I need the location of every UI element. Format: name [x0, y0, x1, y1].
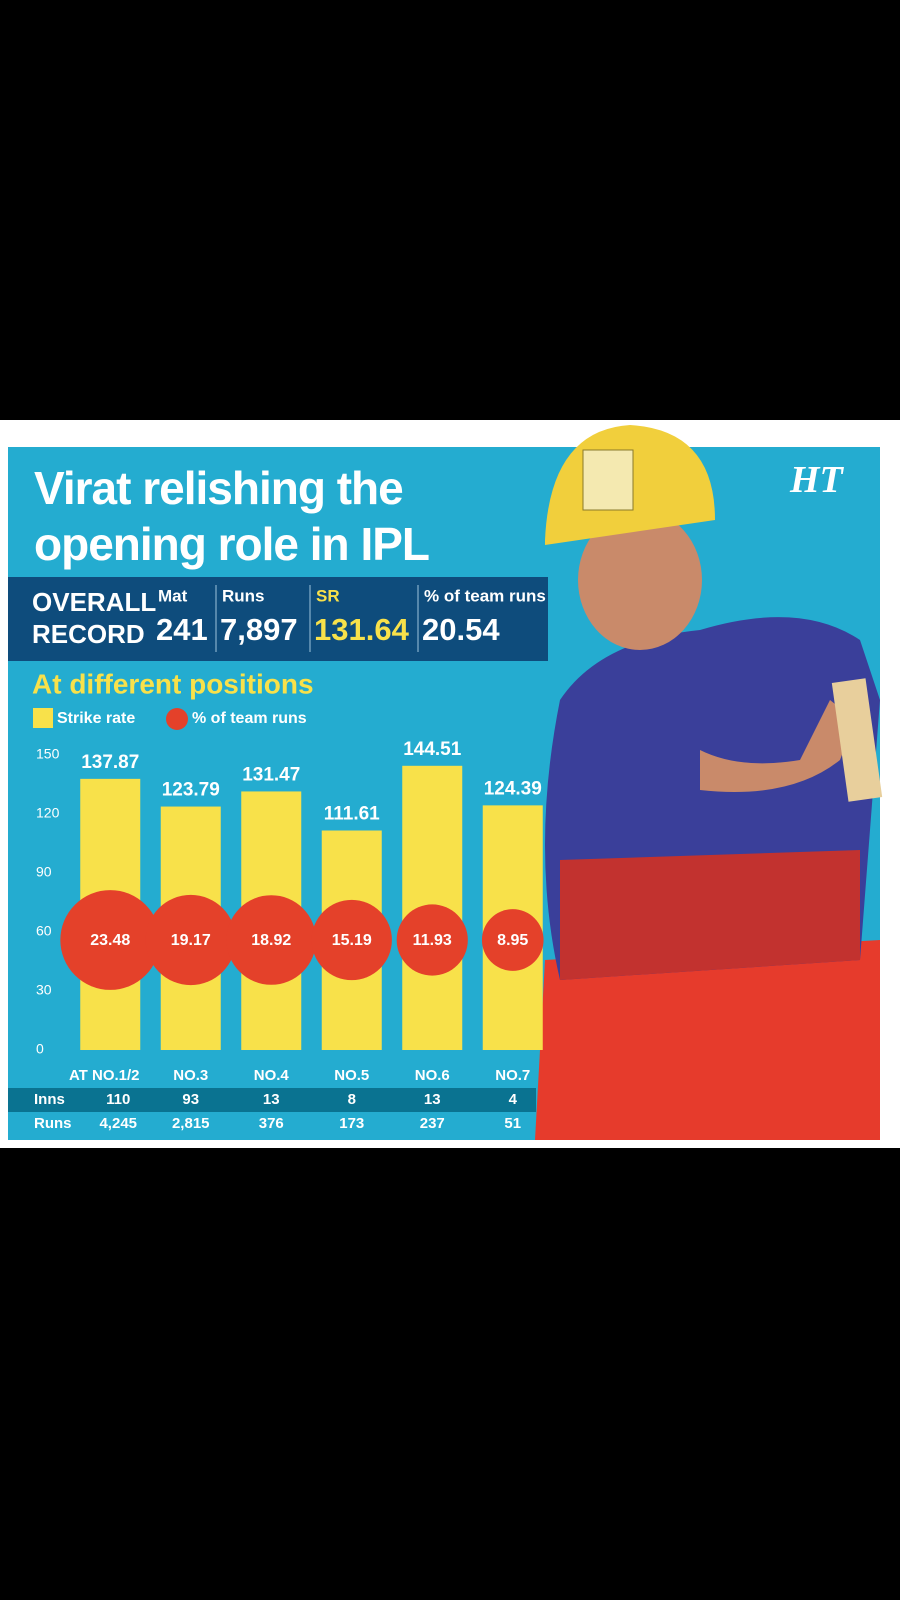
bubble — [60, 890, 161, 990]
logo: HT — [790, 459, 843, 501]
bar-label: 144.51 — [403, 739, 462, 760]
table-band — [8, 1088, 536, 1112]
x-tick-label: AT NO.1/2 — [69, 1067, 140, 1084]
table-cell: 13 — [263, 1091, 280, 1108]
subtitle: At different positions — [32, 668, 314, 699]
table-cell: 8 — [348, 1091, 356, 1108]
x-tick-label: NO.4 — [254, 1067, 290, 1084]
table-cell: 51 — [504, 1115, 521, 1132]
table-cell: 4 — [509, 1091, 518, 1108]
row-label: Inns — [34, 1091, 65, 1108]
record-band — [8, 577, 548, 661]
bubble-label: 18.92 — [251, 932, 291, 949]
table-cell: 110 — [106, 1091, 130, 1108]
player-illustration — [535, 425, 883, 1140]
bubble — [226, 895, 317, 985]
legend-label: Strike rate — [57, 710, 135, 727]
stat-name: Runs — [222, 586, 265, 605]
table-cell: 173 — [339, 1115, 364, 1132]
table-cell: 237 — [420, 1115, 445, 1132]
legend-swatch — [33, 708, 53, 728]
bar-label: 124.39 — [484, 778, 542, 799]
x-tick-label: NO.5 — [334, 1067, 369, 1084]
stat-value: 7,897 — [220, 612, 298, 647]
x-tick-label: NO.6 — [415, 1067, 450, 1084]
x-tick-label: NO.7 — [495, 1067, 530, 1084]
bar-label: 131.47 — [242, 764, 300, 785]
bubble — [311, 899, 392, 981]
y-tick-label: 120 — [36, 805, 60, 821]
y-tick-label: 0 — [36, 1041, 44, 1057]
stat-value: 241 — [156, 612, 208, 647]
legend-swatch — [166, 708, 188, 730]
bubble — [396, 904, 468, 976]
bubble-label: 23.48 — [90, 932, 130, 949]
table-cell: 376 — [259, 1115, 284, 1132]
bubble-label: 19.17 — [171, 932, 211, 949]
table-cell: 13 — [424, 1091, 441, 1108]
bubble-label: 8.95 — [497, 932, 528, 949]
stat-value: 20.54 — [422, 612, 500, 647]
table-cell: 4,245 — [99, 1115, 137, 1132]
stat-name: % of team runs — [424, 586, 546, 605]
stat-value: 131.64 — [314, 612, 410, 647]
chart-title: Virat relishing the opening role in IPL — [34, 462, 430, 570]
bar-label: 137.87 — [81, 752, 139, 773]
y-tick-label: 30 — [36, 982, 52, 998]
x-tick-label: NO.3 — [173, 1067, 208, 1084]
y-tick-label: 60 — [36, 923, 52, 939]
y-tick-label: 90 — [36, 864, 52, 880]
bubble — [481, 909, 544, 971]
bar-label: 123.79 — [162, 780, 220, 801]
record-label: OVERALL RECORD — [32, 587, 156, 649]
table-cell: 93 — [182, 1091, 199, 1108]
stat-name: Mat — [158, 586, 188, 605]
bubble-label: 15.19 — [332, 932, 372, 949]
bubble-label: 11.93 — [413, 932, 452, 949]
y-tick-label: 150 — [36, 746, 60, 762]
table-cell: 2,815 — [172, 1115, 210, 1132]
row-label: Runs — [34, 1115, 72, 1132]
legend-label: % of team runs — [192, 710, 307, 727]
bubble — [145, 894, 236, 986]
bar-label: 111.61 — [324, 804, 380, 825]
stat-name: SR — [316, 586, 340, 605]
